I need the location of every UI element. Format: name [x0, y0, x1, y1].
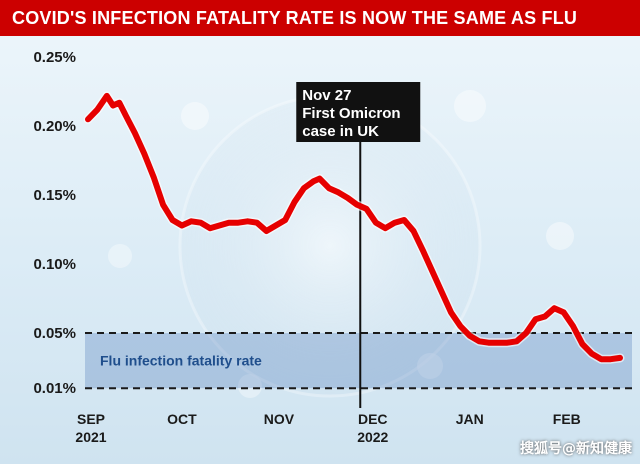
y-tick-label: 0.15%: [33, 187, 76, 204]
x-tick-year-label: 2021: [75, 429, 106, 445]
omicron-annotation-line: Nov 27: [302, 87, 351, 104]
y-tick-label: 0.20%: [33, 118, 76, 135]
y-tick-label: 0.25%: [33, 49, 76, 66]
x-tick-label: OCT: [167, 411, 197, 427]
x-tick-label: NOV: [264, 411, 295, 427]
y-axis: 0.01% 0.05% 0.10% 0.15% 0.20% 0.25%: [33, 49, 76, 397]
omicron-annotation-line: case in UK: [302, 123, 379, 140]
y-tick-label: 0.01%: [33, 380, 76, 397]
watermark-text: 搜狐号@新知健康: [520, 441, 632, 457]
omicron-annotation-box: [296, 82, 421, 142]
omicron-annotation-line: First Omicron: [302, 105, 400, 122]
flu-band-label: Flu infection fatality rate: [100, 353, 262, 369]
flu-band: [85, 333, 632, 389]
x-tick-year-label: 2022: [357, 429, 388, 445]
y-tick-label: 0.05%: [33, 325, 76, 342]
flu-band-layer: Flu infection fatality rate: [85, 332, 632, 390]
virus-illustration: [108, 90, 574, 398]
x-tick-label: FEB: [553, 411, 581, 427]
series-layer: [83, 91, 625, 364]
y-tick-label: 0.10%: [33, 256, 76, 273]
line-chart: 0.01% 0.05% 0.10% 0.15% 0.20% 0.25% Flu infec…: [33, 49, 632, 445]
x-axis: SEP 2021 OCT NOV DEC 2022 JAN FEB: [75, 411, 580, 445]
x-tick-label: DEC: [358, 411, 388, 427]
x-tick-label: JAN: [456, 411, 484, 427]
x-tick-label: SEP: [77, 411, 105, 427]
chart-title: COVID'S INFECTION FATALITY RATE IS NOW T…: [0, 0, 640, 36]
series-line: [85, 92, 623, 363]
